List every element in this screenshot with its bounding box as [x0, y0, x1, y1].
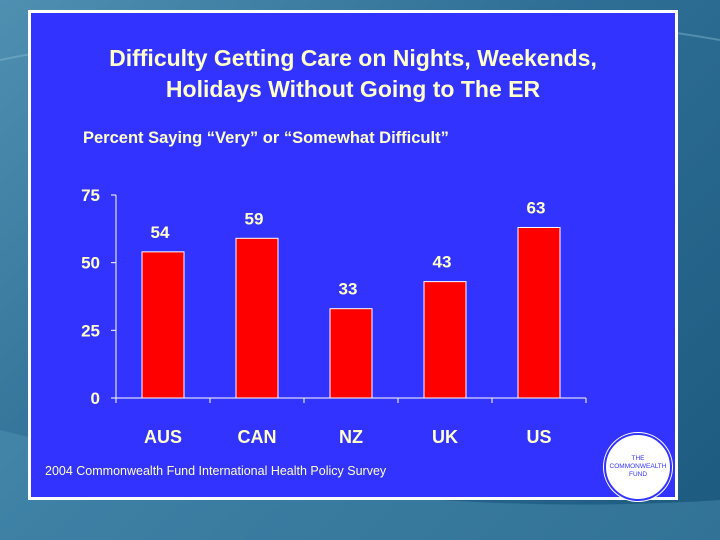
x-tick-label-can: CAN	[238, 427, 277, 447]
bar-chart: 0 25 50 75 54 AUS 59 CAN 33 NZ 43 UK 63 US	[81, 186, 587, 447]
bar-aus	[141, 251, 185, 399]
bar-uk	[423, 281, 467, 399]
x-tick-label-aus: AUS	[144, 427, 182, 447]
commonwealth-fund-logo: THE COMMONWEALTH FUND	[604, 433, 672, 501]
y-tick-label: 75	[81, 186, 100, 205]
y-tick-label: 25	[81, 321, 100, 340]
x-tick-label-us: US	[526, 427, 551, 447]
logo-line-1: THE	[631, 455, 645, 462]
source-footnote: 2004 Commonwealth Fund International Hea…	[45, 464, 387, 478]
y-tick-label: 50	[81, 254, 100, 273]
slide-panel: Difficulty Getting Care on Nights, Weeke…	[28, 10, 678, 501]
logo-line-3: FUND	[628, 471, 648, 478]
data-label-uk: 43	[433, 253, 452, 272]
chart-title: Difficulty Getting Care on Nights, Weeke…	[31, 43, 675, 105]
data-label-can: 59	[245, 209, 264, 228]
logo-line-2: COMMONWEALTH	[609, 463, 667, 470]
bar-nz	[329, 308, 373, 399]
bar-can	[235, 237, 279, 399]
y-tick-label: 0	[91, 389, 100, 408]
data-label-us: 63	[527, 198, 546, 217]
data-label-aus: 54	[151, 223, 170, 242]
bar-us	[517, 226, 561, 399]
chart-subtitle: Percent Saying “Very” or “Somewhat Diffi…	[83, 129, 449, 147]
title-line-2: Holidays Without Going to The ER	[165, 76, 541, 102]
title-line-1: Difficulty Getting Care on Nights, Weeke…	[109, 45, 597, 71]
data-label-nz: 33	[339, 280, 358, 299]
x-tick-label-nz: NZ	[339, 427, 363, 447]
x-tick-label-uk: UK	[432, 427, 458, 447]
